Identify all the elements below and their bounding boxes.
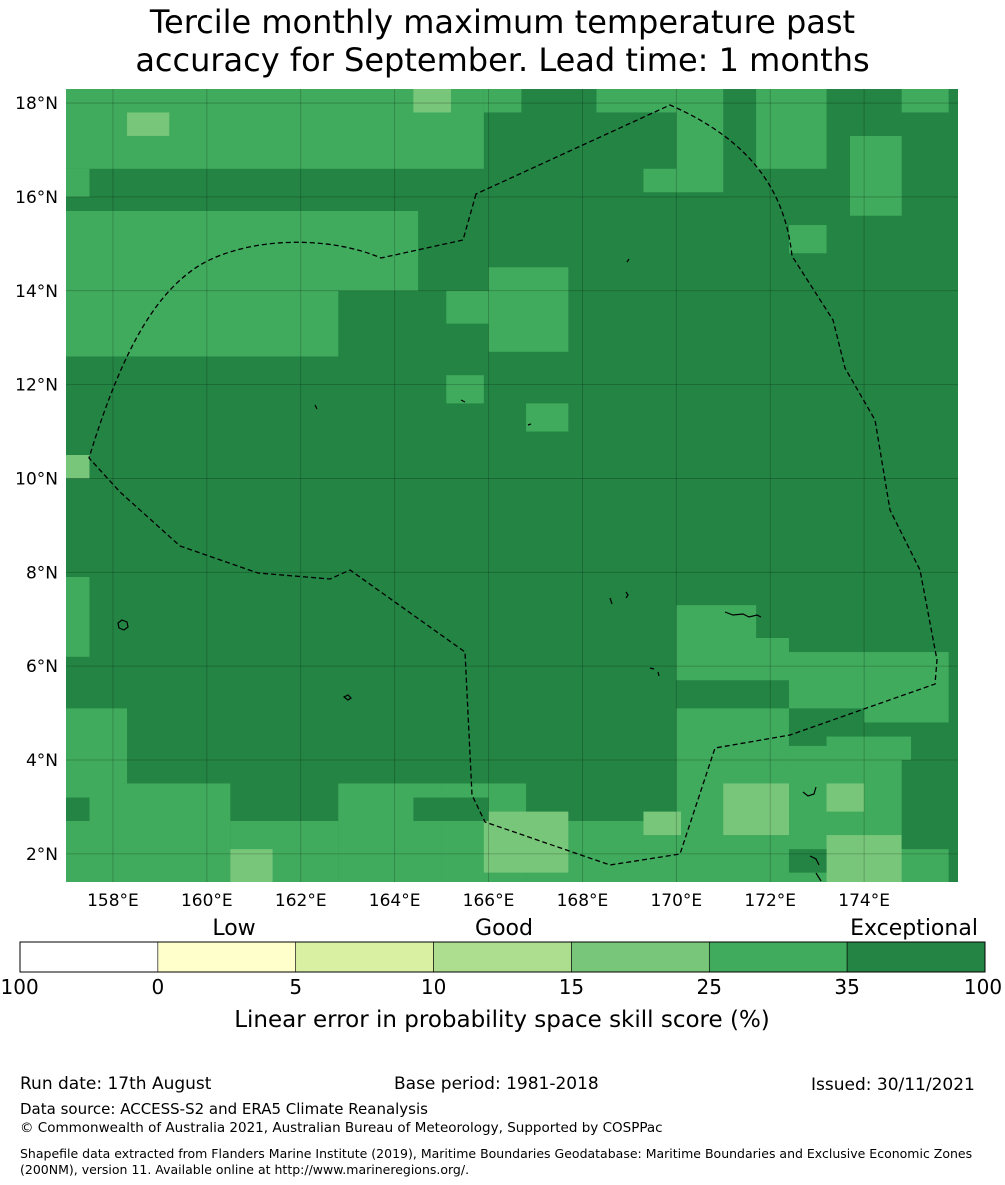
latitude-label: 12°N [15, 376, 58, 396]
skill-cell [66, 211, 419, 291]
skill-cell [66, 168, 90, 197]
island-outline [117, 619, 129, 631]
island-outline [342, 694, 352, 701]
island-outline [809, 855, 822, 882]
skill-cell [901, 89, 949, 113]
colorbar-swatches [19, 941, 986, 973]
longitude-label: 162°E [275, 891, 327, 911]
skill-cell [901, 760, 949, 850]
eez-boundary-line [88, 104, 938, 866]
skill-cell [66, 797, 90, 821]
issued-date: Issued: 30/11/2021 [811, 1075, 975, 1095]
latitude-label: 14°N [15, 282, 58, 302]
skill-cell [488, 267, 569, 352]
skill-cell [723, 783, 789, 836]
colorbar-title: Linear error in probability space skill … [234, 1007, 770, 1033]
colorbar-tick-label: 100 [964, 975, 1002, 999]
island-outline [609, 591, 660, 677]
data-source: Data source: ACCESS-S2 and ERA5 Climate … [20, 1100, 428, 1118]
category-low: Low [212, 916, 255, 941]
colorbar-swatch [571, 941, 710, 973]
skill-cell [483, 89, 522, 113]
skill-cell [413, 89, 451, 113]
latitude-label: 18°N [15, 94, 58, 114]
base-period: Base period: 1981-2018 [394, 1074, 599, 1094]
skill-cell [66, 783, 231, 882]
skill-cell [826, 835, 902, 882]
skill-cell [756, 89, 827, 169]
skill-cell [66, 455, 90, 479]
latitude-labels: 18°N 16°N 14°N 12°N 10°N 8°N 6°N 4°N 2°N [15, 94, 58, 865]
colorbar-swatch [708, 941, 848, 973]
map-title-line-1: Tercile monthly maximum temperature past [149, 3, 856, 41]
longitude-label: 166°E [463, 891, 515, 911]
latitude-label: 2°N [26, 845, 58, 865]
skill-cell [526, 403, 569, 432]
colorbar-tick-labels: -100 0 5 10 15 25 35 100 [0, 975, 1002, 999]
skill-cell [788, 225, 827, 254]
colorbar-frame [19, 941, 986, 973]
longitude-label: 168°E [557, 891, 609, 911]
skill-cell [66, 577, 90, 657]
colorbar-tick-label: 5 [289, 975, 302, 999]
longitude-label: 172°E [744, 891, 796, 911]
skill-cell [864, 652, 949, 723]
skill-cell [676, 112, 724, 193]
colorbar-swatch [846, 941, 986, 973]
longitude-label: 174°E [838, 891, 890, 911]
island-outlines [117, 258, 822, 882]
latitude-label: 6°N [26, 657, 58, 677]
latitude-label: 10°N [15, 469, 58, 489]
colorbar-swatch [157, 941, 297, 973]
colorbar-tick-label: 15 [559, 975, 584, 999]
skill-cell [850, 135, 902, 216]
colorbar-swatch [433, 941, 572, 973]
longitude-labels: 158°E 160°E 162°E 164°E 166°E 168°E 170°E 172°E… [87, 891, 890, 911]
colorbar-swatch [295, 941, 434, 973]
category-good: Good [475, 916, 533, 941]
shapefile-credit: Shapefile data extracted from Flanders M… [20, 1146, 973, 1177]
skill-cell [643, 168, 682, 193]
skill-cell [788, 652, 865, 709]
island-outline [314, 258, 630, 426]
run-date: Run date: 17th August [20, 1074, 212, 1094]
skill-cell [788, 849, 827, 873]
longitude-label: 164°E [369, 891, 421, 911]
skill-cell [413, 797, 489, 821]
skill-cell [643, 811, 682, 836]
colorbar-tick-label: 10 [421, 975, 446, 999]
colorbar-swatch [19, 941, 159, 973]
skill-cell [127, 112, 170, 136]
graticule [66, 89, 958, 882]
map-title-line-2: accuracy for September. Lead time: 1 mon… [135, 41, 870, 79]
skill-cell [66, 290, 339, 357]
skill-cell [446, 375, 484, 404]
latitude-label: 8°N [26, 563, 58, 583]
skill-cell [596, 89, 724, 113]
skill-cell [676, 638, 789, 681]
latitude-label: 16°N [15, 188, 58, 208]
category-exceptional: Exceptional [850, 916, 978, 941]
colorbar-tick-label: 35 [834, 975, 859, 999]
longitude-label: 160°E [181, 891, 233, 911]
colorbar-tick-label: 25 [697, 975, 722, 999]
island-outline [724, 611, 762, 618]
island-outline [802, 786, 817, 797]
colorbar-tick-label: -100 [0, 975, 39, 999]
copyright-notice: © Commonwealth of Australia 2021, Austra… [20, 1120, 663, 1136]
eez-boundary [88, 104, 938, 866]
skill-score-grid [66, 89, 958, 882]
skill-cell [483, 811, 569, 873]
longitude-label: 170°E [650, 891, 702, 911]
skill-cell [230, 849, 273, 882]
skill-cell [66, 708, 128, 784]
latitude-label: 4°N [26, 751, 58, 771]
colorbar: -100 0 5 10 15 25 35 100 Low Good Exceptional L… [0, 916, 1002, 1033]
longitude-label: 158°E [87, 891, 139, 911]
skill-cell [676, 605, 757, 638]
skill-cell [826, 783, 865, 812]
colorbar-tick-label: 0 [151, 975, 164, 999]
skill-cell [788, 722, 827, 746]
